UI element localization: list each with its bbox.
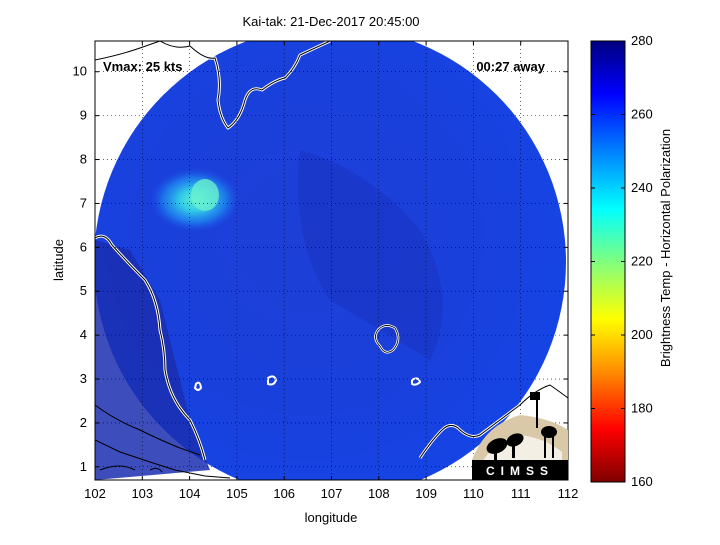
y-tick-label: 6	[80, 239, 87, 254]
x-tick-label: 103	[131, 486, 153, 501]
coastline-west-outside	[95, 404, 201, 456]
colorbar-tick-label: 180	[631, 401, 653, 416]
colorbar-gradient	[590, 40, 626, 483]
y-tick-label: 1	[80, 459, 87, 474]
colorbar-tick-label: 200	[631, 327, 653, 342]
x-axis-ticks: 102 103 104 105 106 107 108 109 110 111 112	[84, 41, 578, 501]
y-axis-ticks: 1 2 3 4 5 6 7 8 9 10	[73, 64, 568, 474]
cimss-logo: CIMSS	[472, 392, 568, 480]
coastlines	[95, 41, 568, 479]
colorbar-tick-label: 260	[631, 107, 653, 122]
y-tick-label: 8	[80, 152, 87, 167]
y-tick-label: 7	[80, 195, 87, 210]
colorbar-ticks: 280 260 240 220 200 180 160	[591, 33, 653, 489]
y-tick-label: 4	[80, 327, 87, 342]
x-tick-label: 105	[226, 486, 248, 501]
x-tick-label: 112	[558, 486, 579, 501]
plot-title: Kai-tak: 21-Dec-2017 20:45:00	[242, 14, 419, 29]
y-tick-label: 9	[80, 108, 87, 123]
water-tower-icon	[530, 392, 557, 458]
grid-lines	[95, 41, 568, 480]
colorbar-tick-label: 160	[631, 474, 653, 489]
colorbar: 280 260 240 220 200 180 160 Brightness Temp - …	[590, 33, 673, 489]
y-tick-label: 2	[80, 415, 87, 430]
colorbar-label: Brightness Temp - Horizontal Polarizatio…	[658, 129, 673, 367]
colorbar-tick-label: 220	[631, 254, 653, 269]
x-tick-label: 104	[179, 486, 201, 501]
map-panel: 102 103 104 105 106 107 108 109 110 111 112 123456…	[73, 40, 578, 501]
x-tick-label: 102	[84, 486, 106, 501]
coastline-vietnam-south	[95, 439, 231, 479]
x-tick-label: 106	[273, 486, 295, 501]
cold-region-central	[298, 150, 443, 360]
y-tick-label: 5	[80, 283, 87, 298]
away-label: 00:27 away	[476, 59, 545, 74]
y-tick-label: 10	[73, 64, 87, 79]
warm-spot-core	[191, 179, 219, 211]
x-tick-label: 111	[511, 486, 531, 501]
colorbar-tick-label: 240	[631, 180, 653, 195]
island-anambas	[267, 375, 277, 386]
x-tick-label: 109	[415, 486, 437, 501]
cold-region-west	[95, 240, 210, 480]
y-axis-label: latitude	[51, 239, 66, 281]
x-tick-label: 108	[368, 486, 390, 501]
x-tick-label: 107	[321, 486, 343, 501]
x-axis-label: longitude	[305, 510, 358, 525]
vmax-label: Vmax: 25 kts	[103, 59, 183, 74]
colorbar-tick-label: 280	[631, 33, 653, 48]
satellite-dish-icon	[486, 433, 524, 460]
x-tick-label: 110	[463, 486, 484, 501]
y-tick-label: 3	[80, 371, 87, 386]
cimss-logo-text: CIMSS	[486, 464, 554, 478]
